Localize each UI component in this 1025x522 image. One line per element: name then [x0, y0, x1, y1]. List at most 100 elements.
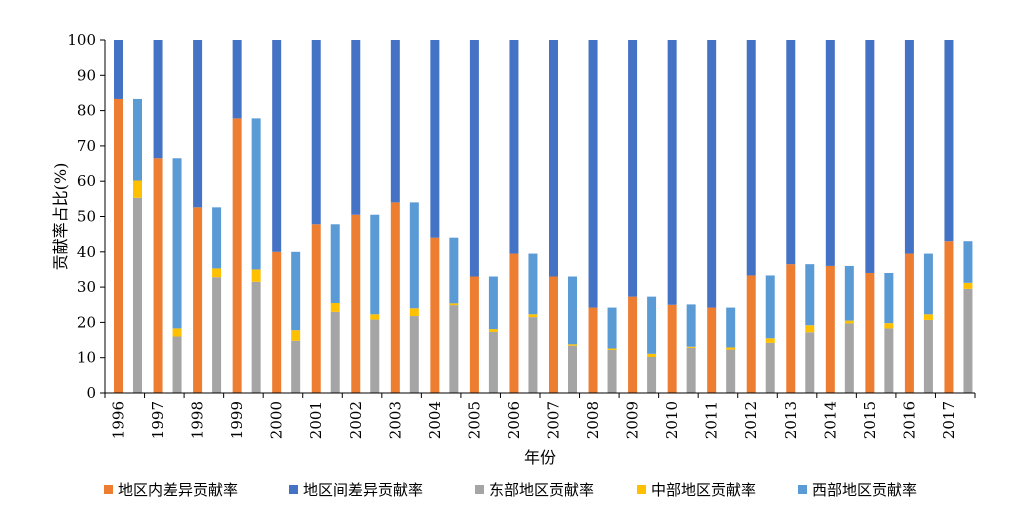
y-tick-label-10: 10	[77, 349, 96, 367]
bar-central-2009	[647, 353, 657, 357]
bar-central-2002	[370, 314, 380, 320]
bar-within-2010	[667, 304, 677, 393]
y-tick-label-100: 100	[67, 31, 96, 49]
bar-central-2010	[686, 346, 696, 348]
bar-within-1997	[153, 158, 163, 393]
x-tick-label-1997: 1997	[149, 401, 167, 439]
bar-within-2005	[469, 276, 479, 393]
bar-east-2017	[963, 288, 973, 393]
bar-within-1996	[114, 98, 123, 393]
bar-central-2000	[291, 330, 301, 341]
bar-central-2012	[765, 338, 775, 343]
bar-within-2009	[628, 296, 638, 393]
bar-east-2000	[291, 340, 301, 393]
x-tick-label-2012: 2012	[742, 401, 760, 439]
bar-central-2008	[607, 348, 617, 350]
bar-central-2005	[488, 329, 498, 332]
bar-central-1997	[172, 328, 182, 337]
bar-between-2015	[865, 40, 875, 273]
bar-between-1999	[232, 40, 242, 119]
x-tick-label-2006: 2006	[505, 401, 523, 439]
y-tick-label-70: 70	[77, 137, 96, 155]
bar-east-2003	[409, 316, 419, 393]
bar-within-1999	[232, 118, 242, 394]
bar-central-2017	[963, 282, 973, 289]
bar-central-2014	[844, 320, 854, 324]
bar-east-2016	[923, 319, 933, 393]
bar-west-2007	[568, 276, 577, 345]
bar-west-2016	[923, 253, 933, 315]
bar-between-2011	[707, 40, 717, 308]
bar-between-2013	[786, 40, 796, 265]
bar-central-2013	[805, 325, 815, 333]
bar-east-1998	[212, 277, 222, 393]
bar-between-2002	[351, 40, 361, 215]
bar-east-1997	[172, 336, 182, 393]
bar-within-2017	[944, 241, 954, 393]
legend-label-central: 中部地区贡献率	[651, 481, 756, 499]
bar-within-2008	[588, 307, 598, 393]
bar-central-2006	[528, 314, 538, 318]
ticks-layer: 0 10 20 30 40 50 60 70 80 90 100 1996 1997 1998 1999 20…	[67, 31, 958, 439]
y-tick-label-50: 50	[77, 208, 96, 226]
bar-west-2011	[726, 307, 736, 348]
legend-swatch-within	[104, 485, 113, 494]
bar-west-2006	[528, 253, 538, 315]
x-tick-label-2003: 2003	[386, 401, 404, 439]
bar-east-1999	[251, 281, 261, 393]
bar-within-2003	[390, 202, 400, 393]
bar-west-2000	[291, 251, 301, 331]
bar-east-2015	[884, 328, 894, 393]
x-tick-label-2007: 2007	[545, 401, 563, 439]
bar-west-2002	[370, 214, 380, 315]
x-tick-label-2001: 2001	[307, 401, 325, 439]
x-tick-label-2011: 2011	[703, 401, 721, 439]
x-tick-label-2008: 2008	[584, 401, 602, 439]
bar-within-2007	[549, 276, 558, 393]
bar-between-2003	[390, 40, 400, 203]
bar-west-2001	[330, 224, 340, 303]
bar-west-2015	[884, 272, 894, 324]
bar-within-2016	[904, 253, 914, 393]
bar-east-2014	[844, 323, 854, 393]
bar-west-2012	[765, 275, 775, 339]
bar-west-1998	[212, 207, 222, 269]
bar-central-2007	[568, 344, 577, 346]
bar-between-2004	[430, 40, 440, 238]
bar-east-2007	[568, 345, 577, 393]
legend-swatch-west	[798, 485, 807, 494]
x-tick-label-2004: 2004	[426, 401, 444, 439]
bar-central-2011	[726, 347, 736, 350]
x-tick-label-2017: 2017	[940, 401, 958, 439]
y-tick-label-20: 20	[77, 313, 96, 331]
bar-between-2005	[469, 40, 479, 277]
y-tick-label-40: 40	[77, 243, 96, 261]
legend-label-east: 东部地区贡献率	[489, 481, 594, 499]
bar-within-1998	[193, 207, 203, 393]
bar-east-1996	[133, 197, 142, 393]
bar-within-2004	[430, 237, 440, 393]
bar-within-2001	[311, 224, 321, 393]
bar-central-1999	[251, 269, 261, 282]
bar-central-1996	[133, 180, 142, 198]
bar-between-2014	[825, 40, 835, 266]
bar-west-2008	[607, 307, 617, 349]
bar-east-2002	[370, 319, 380, 393]
bar-between-2007	[549, 40, 558, 277]
bars-layer	[114, 40, 973, 394]
legend-swatch-central	[637, 485, 646, 494]
y-tick-label-80: 80	[77, 102, 96, 120]
bar-east-2013	[805, 332, 815, 393]
bar-east-2008	[607, 349, 617, 393]
legend-label-between: 地区间差异贡献率	[303, 481, 423, 499]
y-axis-title: 贡献率占比(%)	[51, 163, 70, 271]
bar-central-2004	[449, 303, 459, 306]
x-tick-label-2015: 2015	[861, 401, 879, 439]
bar-central-1998	[212, 268, 222, 278]
bar-west-2010	[686, 304, 696, 347]
bar-central-2016	[923, 314, 933, 320]
bar-west-2013	[805, 264, 815, 326]
bar-between-2016	[904, 40, 914, 254]
